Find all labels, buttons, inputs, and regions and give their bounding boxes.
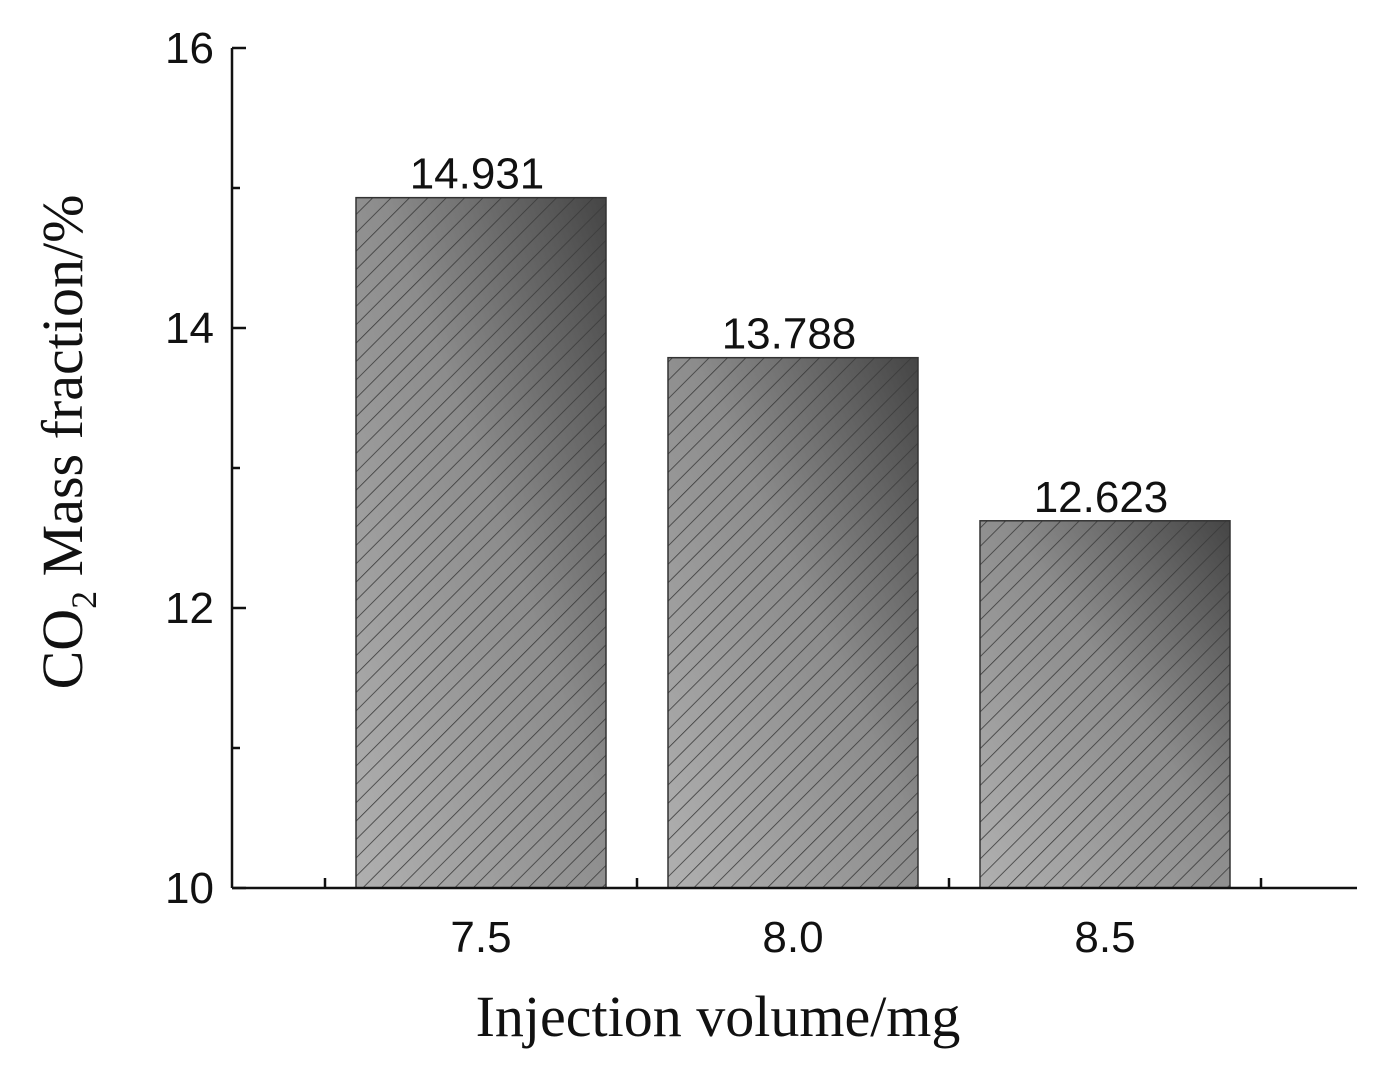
bar-hatch bbox=[667, 356, 919, 889]
y-axis-title-rest: Mass fraction/% bbox=[30, 195, 95, 591]
y-tick-label: 16 bbox=[165, 24, 214, 73]
x-tick-label: 8.0 bbox=[762, 913, 823, 962]
bar-data-label: 12.623 bbox=[1034, 473, 1169, 522]
bar-data-label: 14.931 bbox=[410, 150, 545, 199]
bar bbox=[355, 196, 607, 889]
y-axis-title: CO2 Mass fraction/% bbox=[30, 195, 104, 690]
y-axis-title-main: CO bbox=[30, 609, 95, 690]
x-ticks-group: 7.5 8.0 8.5 bbox=[323, 878, 1263, 962]
x-tick-label: 7.5 bbox=[450, 913, 511, 962]
bar-data-label: 13.788 bbox=[722, 310, 857, 359]
y-ticks-group: 10 12 14 16 bbox=[165, 24, 246, 913]
bar bbox=[979, 520, 1231, 889]
bar-hatch bbox=[355, 196, 607, 889]
y-tick-label: 10 bbox=[165, 864, 214, 913]
y-axis-title-subscript: 2 bbox=[64, 591, 104, 609]
bar-hatch bbox=[979, 520, 1231, 889]
y-tick-label: 14 bbox=[165, 304, 214, 353]
bar bbox=[667, 356, 919, 889]
x-axis-title: Injection volume/mg bbox=[476, 984, 961, 1049]
data-labels-group: 14.931 13.788 12.623 bbox=[410, 150, 1169, 522]
x-tick-label: 8.5 bbox=[1074, 913, 1135, 962]
bars-group bbox=[355, 196, 1231, 889]
y-tick-label: 12 bbox=[165, 584, 214, 633]
